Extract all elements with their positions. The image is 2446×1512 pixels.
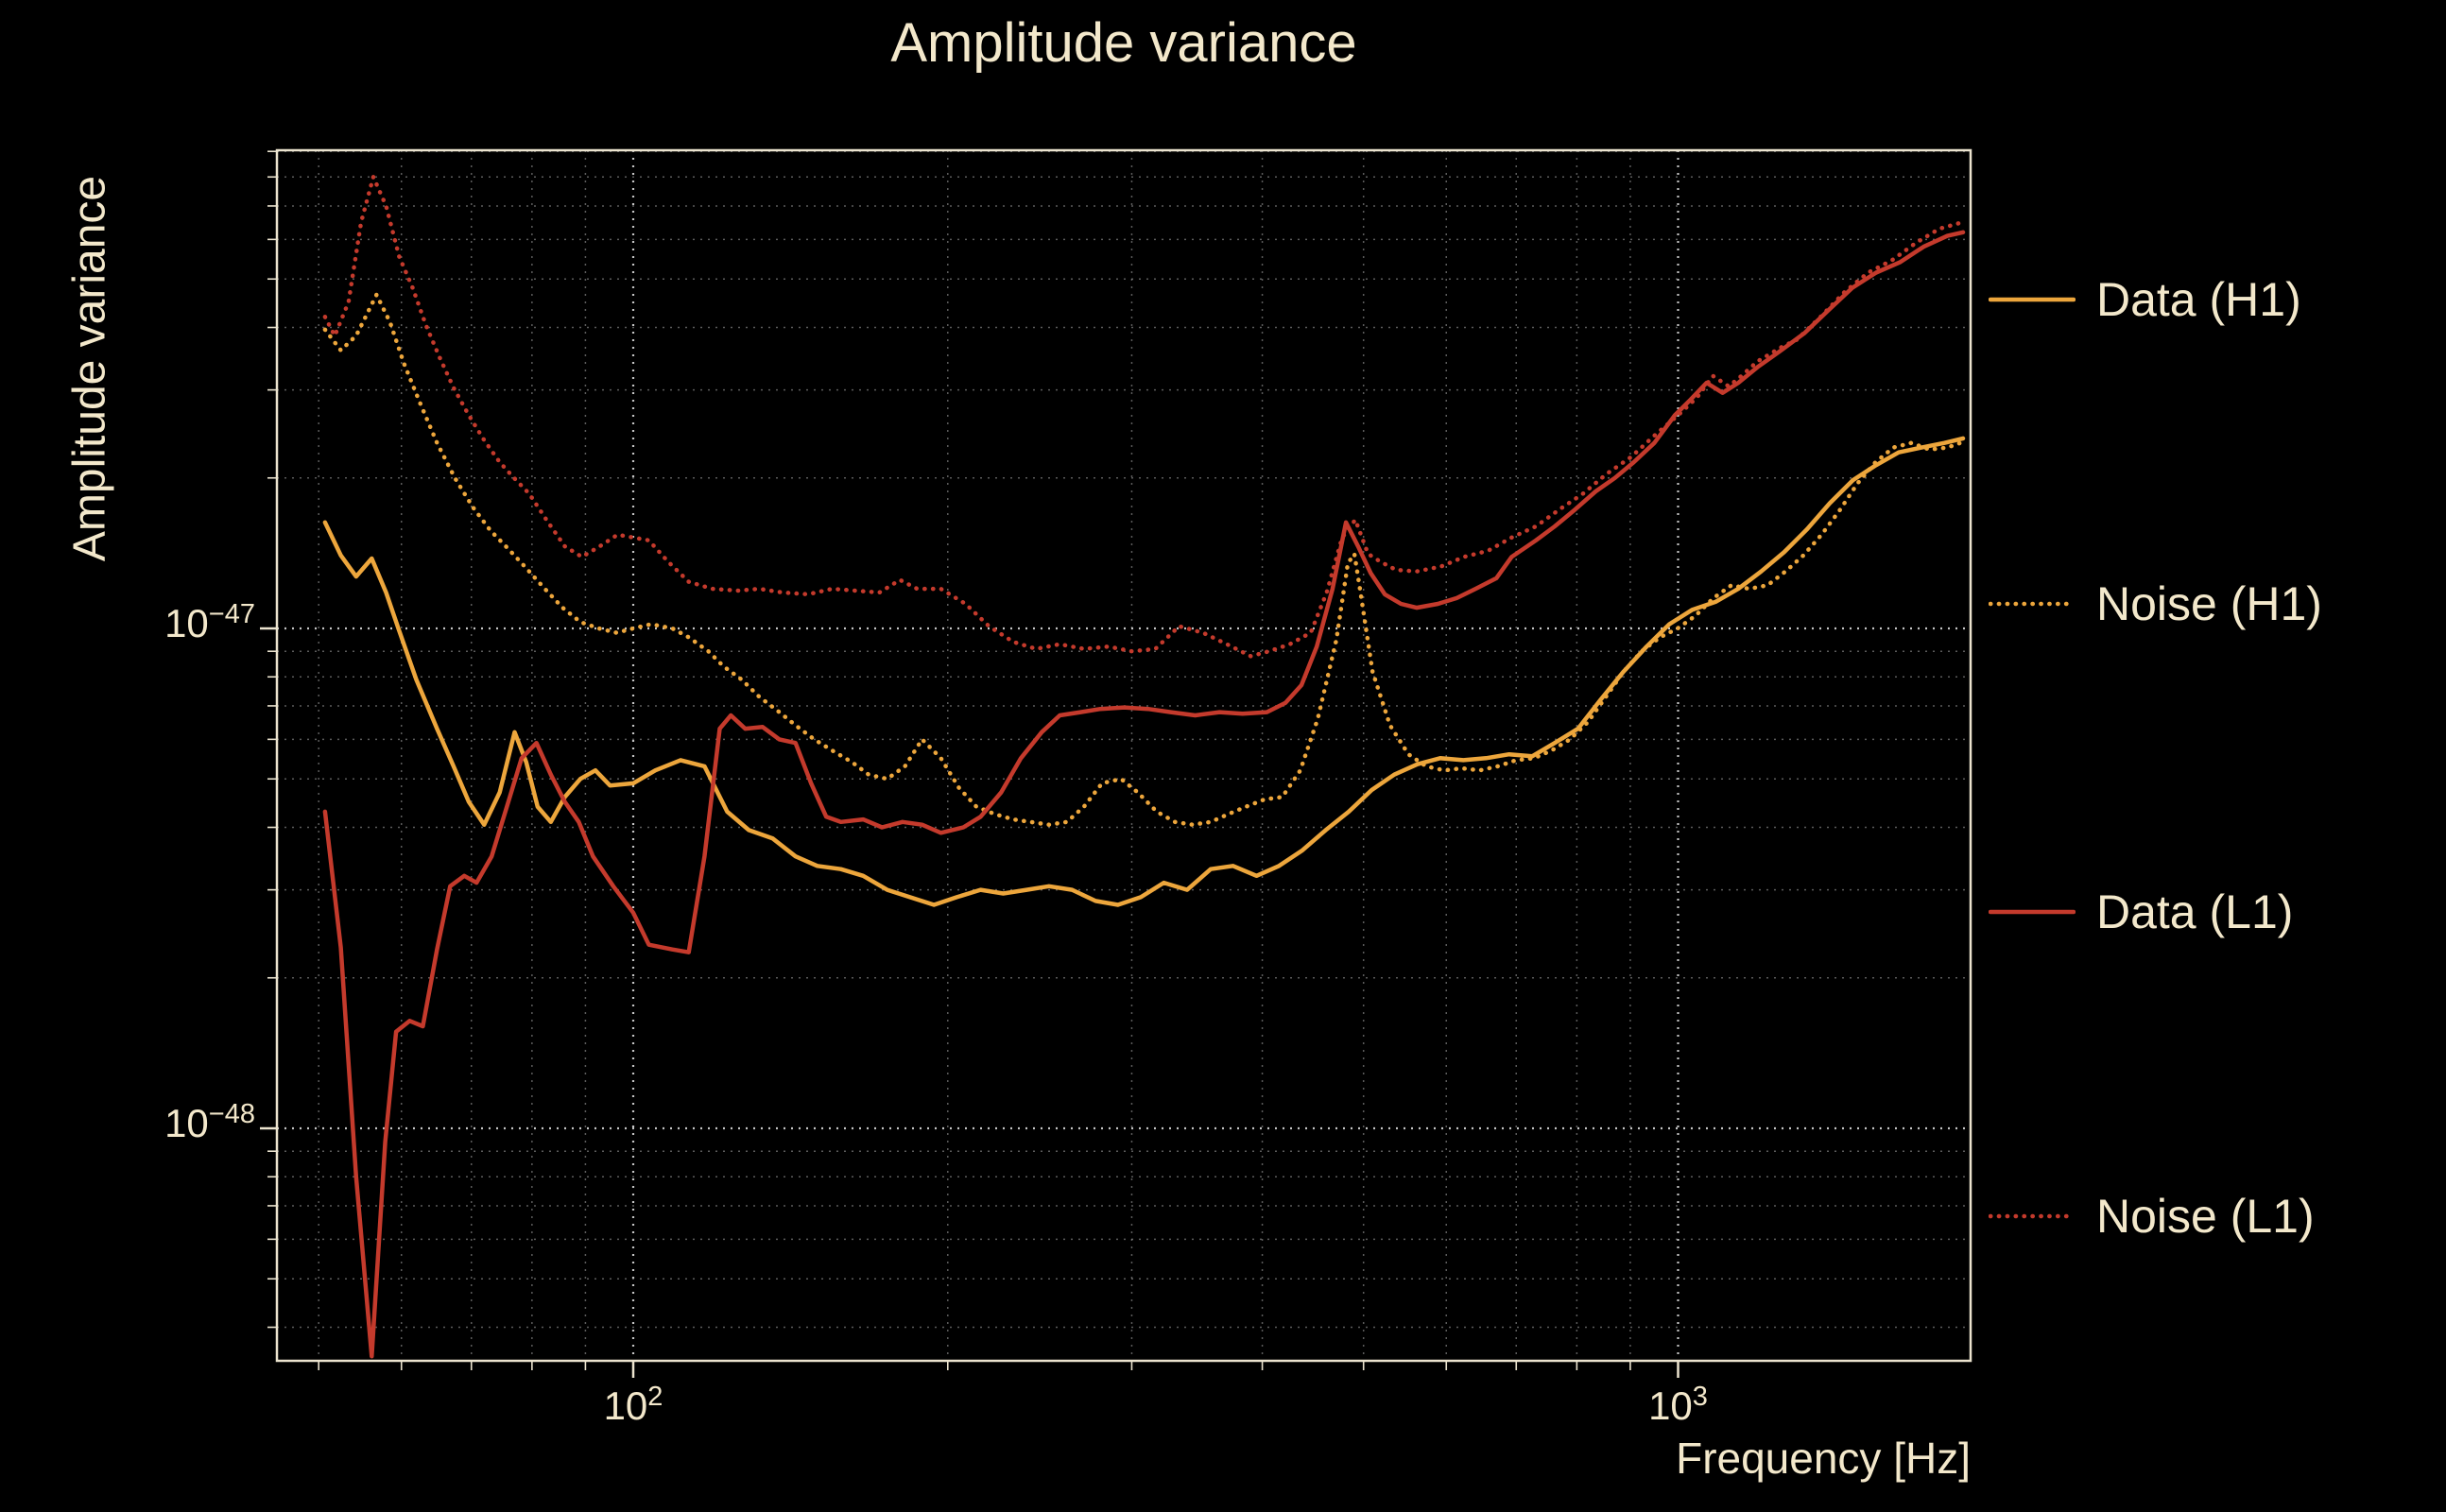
x-axis-label: Frequency [Hz] (1676, 1434, 1971, 1483)
series-data-h1 (322, 436, 1966, 907)
legend-item-data-h1: Data (H1) (1989, 272, 2301, 327)
x-tick-label: 102 (603, 1382, 663, 1428)
y-tick-label: 10−47 (164, 599, 255, 645)
dotted-line-sample (1989, 601, 2076, 607)
legend-label: Noise (L1) (2096, 1190, 2315, 1243)
solid-line-sample (1989, 297, 2076, 302)
y-tick-label: 10−48 (164, 1099, 255, 1145)
legend-item-noise-l1: Noise (L1) (1989, 1189, 2315, 1244)
chart-title: Amplitude variance (890, 12, 1357, 74)
axes-frame (275, 148, 1972, 1363)
series-noise-l1 (322, 175, 1966, 659)
legend-label: Data (H1) (2096, 273, 2301, 326)
series-data-l1 (322, 230, 1966, 1359)
legend-label: Noise (H1) (2096, 577, 2322, 630)
solid-line-sample (1989, 909, 2076, 915)
x-tick-label: 103 (1648, 1382, 1708, 1428)
dotted-line-sample (1989, 1213, 2076, 1219)
series-noise-h1 (322, 292, 1966, 827)
legend-label: Data (L1) (2096, 885, 2294, 938)
legend-item-noise-h1: Noise (H1) (1989, 576, 2322, 631)
legend-item-data-l1: Data (L1) (1989, 885, 2293, 939)
